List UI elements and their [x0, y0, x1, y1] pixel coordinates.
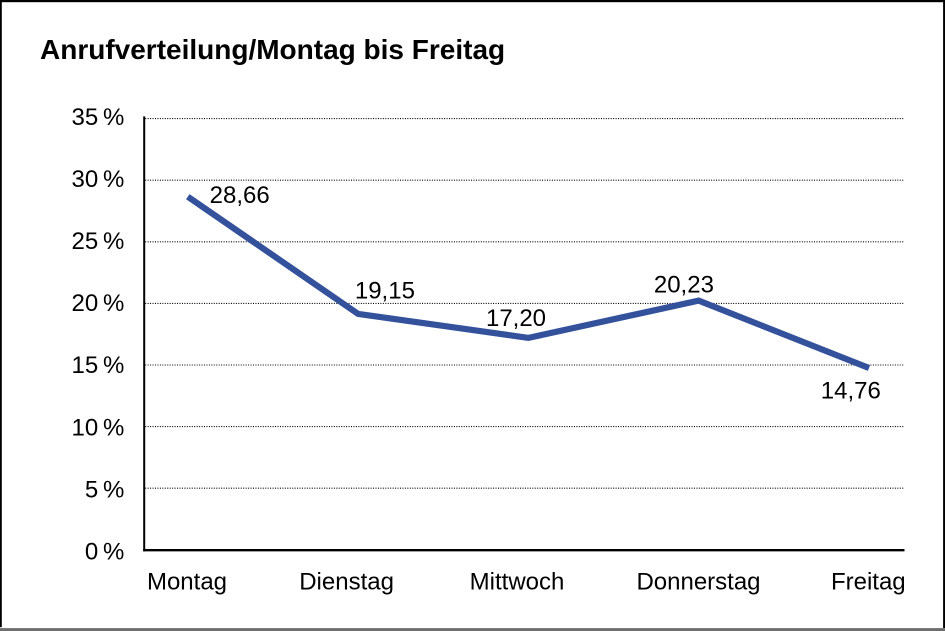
svg-text:15 %: 15 %	[72, 352, 125, 379]
svg-text:10 %: 10 %	[72, 414, 125, 441]
svg-text:Freitag: Freitag	[831, 569, 906, 596]
svg-text:20 %: 20 %	[72, 290, 125, 317]
svg-text:Mittwoch: Mittwoch	[470, 569, 565, 596]
svg-text:35 %: 35 %	[72, 104, 125, 131]
svg-text:28,66: 28,66	[210, 182, 270, 209]
svg-text:19,15: 19,15	[355, 278, 415, 305]
svg-text:Donnerstag: Donnerstag	[636, 569, 760, 596]
svg-text:17,20: 17,20	[486, 305, 546, 332]
svg-text:Anrufverteilung/Montag bis Fre: Anrufverteilung/Montag bis Freitag	[40, 34, 505, 65]
svg-text:Montag: Montag	[147, 569, 227, 596]
svg-text:14,76: 14,76	[821, 378, 881, 405]
svg-text:Dienstag: Dienstag	[299, 569, 394, 596]
svg-text:5 %: 5 %	[85, 476, 125, 503]
svg-text:20,23: 20,23	[654, 271, 714, 298]
svg-text:25 %: 25 %	[72, 228, 125, 255]
svg-text:30 %: 30 %	[72, 166, 125, 193]
svg-text:0 %: 0 %	[85, 539, 125, 566]
